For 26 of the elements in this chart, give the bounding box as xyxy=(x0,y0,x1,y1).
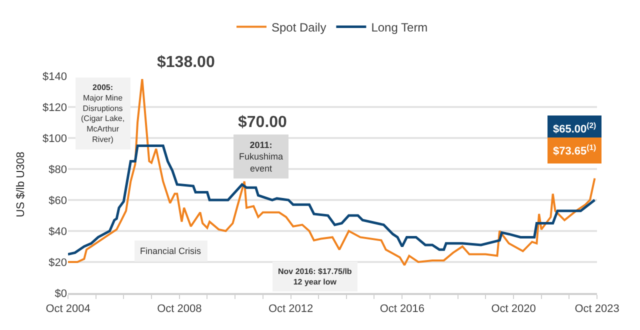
y-axis-title: US $/lb U308 xyxy=(15,152,28,218)
y-tick-label: $100 xyxy=(42,132,67,145)
x-tick-label: Oct 2020 xyxy=(491,302,536,315)
y-tick-label: $120 xyxy=(42,102,67,114)
annotation: Financial Crisis xyxy=(140,246,202,256)
y-tick-label: $0 xyxy=(54,288,67,300)
annotation: $70.00 xyxy=(238,114,288,131)
annotation: $138.00 xyxy=(157,54,215,71)
y-tick-label: $40 xyxy=(48,226,67,238)
y-tick-label: $60 xyxy=(48,194,67,207)
y-tick-label: $140 xyxy=(42,70,67,83)
annotation: 2005: Major Mine Disruptions (Cigar Lake, McArthur River) xyxy=(81,83,125,144)
y-tick-label: $80 xyxy=(48,164,67,176)
x-tick-label: Oct 2016 xyxy=(380,302,424,315)
annotation: 2011: Fukushima event xyxy=(239,140,284,174)
legend-label: Spot Daily xyxy=(272,20,326,34)
x-tick-label: Oct 2012 xyxy=(268,302,314,315)
x-tick-label: Oct 2023 xyxy=(574,302,620,315)
y-tick-label: $20 xyxy=(48,256,67,269)
x-tick-label: Oct 2004 xyxy=(46,302,90,315)
legend-label: Long Term xyxy=(371,20,428,34)
line-series xyxy=(68,78,596,266)
x-tick-label: Oct 2008 xyxy=(157,302,202,315)
annotation: Nov 2016: $17.75/lb 12 year low xyxy=(278,267,352,286)
annotation: $73.65$^{(1)}$ xyxy=(553,143,596,158)
annotation: $65.00$^{(2)}$ xyxy=(553,121,596,136)
